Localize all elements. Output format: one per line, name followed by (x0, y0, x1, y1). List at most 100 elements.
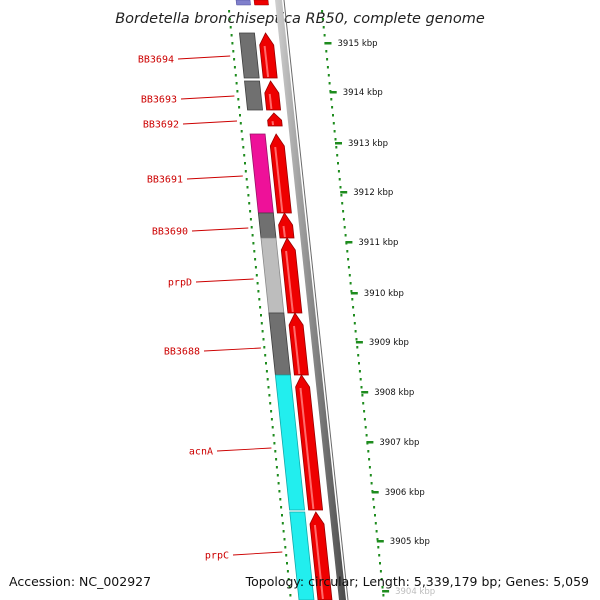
tick-mark (360, 386, 363, 389)
tick-mark (361, 394, 364, 397)
tick-mark (340, 194, 343, 197)
gene-label: prpD (168, 278, 192, 289)
tick-mark (288, 586, 291, 589)
tick-mark (277, 482, 280, 485)
tick-mark (333, 130, 336, 133)
gene-feature: BB3694 (138, 32, 278, 79)
tick-mark (331, 106, 334, 109)
position-tick (324, 42, 332, 45)
tick-mark (339, 186, 342, 189)
tick-mark (380, 578, 383, 581)
genome-backbone (275, 0, 346, 600)
position-label: 3915 kbp (338, 39, 378, 49)
gene-label-leader (191, 227, 249, 232)
tick-mark (350, 290, 353, 293)
tick-mark (351, 298, 354, 301)
gene-box (268, 312, 291, 376)
tick-mark (235, 82, 238, 85)
tick-mark (364, 426, 367, 429)
tick-mark (358, 370, 361, 373)
tick-mark (286, 570, 289, 573)
tick-mark (382, 594, 385, 597)
tick-mark (272, 434, 275, 437)
tick-mark (330, 98, 333, 101)
tick-mark (258, 298, 261, 301)
position-label: 3906 kbp (385, 488, 425, 498)
gene-label: BB3692 (143, 120, 179, 131)
tick-mark (270, 418, 273, 421)
tick-mark (355, 338, 358, 341)
tick-mark (239, 114, 241, 117)
gene-arrow-highlight (271, 121, 275, 126)
tick-mark (259, 306, 262, 309)
gene-feature: prpD (168, 237, 303, 314)
tick-mark (275, 466, 278, 469)
top-arrow-fragment (253, 0, 269, 6)
gene-feature: prpC (205, 511, 333, 600)
position-tick (361, 391, 369, 394)
gene-box (289, 511, 315, 600)
gene-box (239, 32, 260, 79)
tick-mark (244, 170, 247, 173)
tick-mark (260, 322, 263, 325)
tick-mark (332, 122, 335, 125)
tick-mark (275, 458, 278, 461)
position-label-track: 3915 kbp 3914 kbp 3913 kbp 3912 kbp 3911 kbp… (324, 39, 435, 597)
gene-arrow-highlight (263, 45, 270, 78)
accession-text: Accession: NC_002927 (9, 574, 151, 589)
tick-mark (353, 322, 356, 325)
tick-mark (332, 114, 334, 117)
tick-mark (256, 282, 259, 285)
tick-mark (250, 226, 253, 229)
tick-mark (276, 474, 279, 477)
tick-mark (334, 138, 337, 141)
gene-arrow-highlight (274, 146, 284, 213)
tick-mark (238, 106, 241, 109)
position-label: 3913 kbp (348, 139, 388, 149)
tick-mark (368, 466, 371, 469)
gene-feature: BB3688 (164, 312, 309, 376)
position-label: 3909 kbp (369, 338, 409, 348)
gene-label: BB3690 (152, 227, 188, 238)
gene-arrow (264, 80, 282, 111)
gene-arrow-highlight (293, 325, 301, 375)
tick-mark (346, 250, 349, 253)
tick-mark (228, 18, 231, 21)
position-marker: 3906 kbp (371, 488, 425, 498)
tick-mark (271, 426, 274, 429)
position-marker: 3915 kbp (324, 39, 378, 49)
tick-mark (349, 282, 352, 285)
position-tick (371, 491, 379, 494)
tick-mark (282, 530, 285, 533)
tick-mark (265, 362, 267, 365)
position-label: 3905 kbp (390, 537, 430, 547)
tick-mark (352, 306, 355, 309)
tick-mark (342, 210, 345, 213)
gene-arrow-highlight (282, 225, 286, 238)
position-marker: 3908 kbp (361, 388, 414, 398)
tick-mark (341, 202, 344, 205)
tick-mark (264, 354, 267, 357)
tick-mark (365, 434, 368, 437)
tick-mark (343, 226, 346, 229)
tick-mark (348, 274, 351, 277)
gene-label-leader (195, 278, 254, 283)
tick-mark (278, 490, 281, 493)
tick-mark (325, 50, 328, 53)
tick-mark (379, 570, 382, 573)
gene-feature: BB3690 (152, 212, 295, 239)
gene-feature: BB3692 (143, 112, 283, 131)
tick-mark (359, 378, 362, 381)
tick-mark (248, 202, 251, 205)
tick-mark (328, 82, 331, 85)
tick-mark (243, 154, 246, 157)
position-marker: 3909 kbp (355, 338, 409, 348)
tick-mark (274, 450, 277, 453)
tick-mark (263, 346, 266, 349)
position-label: 3904 kbp (395, 587, 435, 597)
tick-mark (261, 330, 264, 333)
tick-mark (369, 474, 372, 477)
tick-mark (381, 586, 384, 589)
gene-arrow-highlight (313, 524, 324, 600)
tick-mark (285, 554, 288, 557)
